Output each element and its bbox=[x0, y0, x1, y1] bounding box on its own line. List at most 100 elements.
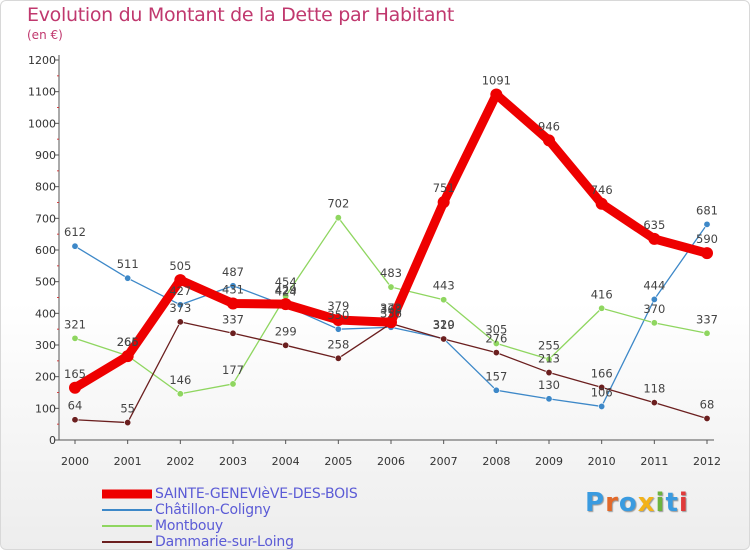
data-label: 368 bbox=[380, 302, 402, 316]
y-tick-label: 500 bbox=[35, 276, 56, 289]
data-label: 443 bbox=[433, 279, 455, 293]
y-tick-label: 100 bbox=[35, 402, 56, 415]
data-point bbox=[229, 329, 237, 337]
data-label: 106 bbox=[591, 385, 613, 399]
data-label: 1091 bbox=[482, 74, 511, 88]
data-point bbox=[229, 380, 237, 388]
data-label: 511 bbox=[117, 257, 139, 271]
data-point bbox=[545, 355, 553, 363]
data-point bbox=[176, 301, 184, 309]
x-tick-label: 2009 bbox=[535, 455, 563, 468]
data-label: 64 bbox=[68, 399, 83, 413]
data-point bbox=[595, 197, 608, 210]
data-label: 166 bbox=[591, 366, 613, 380]
x-tick-label: 2011 bbox=[640, 455, 668, 468]
y-tick-label: 400 bbox=[35, 307, 56, 320]
x-tick-label: 2001 bbox=[114, 455, 142, 468]
logo-letter: i bbox=[655, 488, 666, 518]
data-point bbox=[703, 329, 711, 337]
data-label: 157 bbox=[485, 369, 507, 383]
chart-title: Evolution du Montant de la Dette par Hab… bbox=[27, 4, 455, 26]
data-point bbox=[492, 339, 500, 347]
data-label: 746 bbox=[591, 183, 613, 197]
y-tick-label: 700 bbox=[35, 212, 56, 225]
data-label: 320 bbox=[433, 318, 455, 332]
y-tick-label: 0 bbox=[49, 434, 56, 447]
y-tick-label: 800 bbox=[35, 181, 56, 194]
data-point bbox=[703, 220, 711, 228]
data-point bbox=[334, 354, 342, 362]
y-tick-label: 600 bbox=[35, 244, 56, 257]
x-tick-label: 2008 bbox=[482, 455, 510, 468]
data-point bbox=[545, 369, 553, 377]
legend-item: Châtillon-Coligny bbox=[102, 502, 358, 518]
data-label: 487 bbox=[222, 265, 244, 279]
data-label: 177 bbox=[222, 363, 244, 377]
data-label: 370 bbox=[643, 302, 665, 316]
legend-item: Dammarie-sur-Loing bbox=[102, 534, 358, 550]
logo-letter: t bbox=[665, 488, 679, 518]
data-point bbox=[229, 282, 237, 290]
data-point bbox=[282, 341, 290, 349]
legend: SAINTE-GENEVIèVE-DES-BOIS Châtillon-Coli… bbox=[102, 486, 358, 550]
data-point bbox=[440, 296, 448, 304]
y-tick-label: 1000 bbox=[28, 117, 56, 130]
data-label: 68 bbox=[700, 397, 715, 411]
y-tick-label: 1200 bbox=[28, 54, 56, 67]
data-point bbox=[492, 349, 500, 357]
data-point bbox=[703, 414, 711, 422]
data-point bbox=[176, 318, 184, 326]
y-tick-label: 300 bbox=[35, 339, 56, 352]
data-point bbox=[124, 419, 132, 427]
logo-letter: i bbox=[678, 488, 689, 518]
data-label: 702 bbox=[327, 197, 349, 211]
data-point bbox=[650, 295, 658, 303]
legend-item: Montbouy bbox=[102, 518, 358, 534]
data-point bbox=[650, 319, 658, 327]
data-label: 118 bbox=[643, 382, 665, 396]
data-label: 337 bbox=[696, 312, 718, 326]
data-point bbox=[69, 381, 81, 394]
data-label: 416 bbox=[591, 287, 613, 301]
data-label: 350 bbox=[327, 308, 349, 322]
data-point bbox=[648, 232, 661, 245]
data-label: 946 bbox=[538, 119, 560, 133]
legend-label: Châtillon-Coligny bbox=[155, 502, 271, 518]
data-point bbox=[71, 334, 79, 342]
logo-letter: r bbox=[605, 488, 619, 518]
x-tick-label: 2012 bbox=[693, 455, 721, 468]
x-tick-label: 2002 bbox=[166, 455, 194, 468]
data-point bbox=[543, 134, 555, 147]
data-label: 751 bbox=[433, 181, 455, 195]
data-point bbox=[598, 304, 606, 312]
data-label: 356 bbox=[380, 306, 402, 320]
data-point bbox=[598, 383, 606, 391]
data-label: 321 bbox=[64, 317, 86, 331]
data-label: 265 bbox=[117, 335, 139, 349]
data-label: 612 bbox=[64, 225, 86, 239]
data-label: 146 bbox=[169, 373, 191, 387]
data-point bbox=[387, 283, 395, 291]
data-point bbox=[440, 335, 448, 343]
legend-label: Dammarie-sur-Loing bbox=[155, 534, 294, 550]
series-line-0 bbox=[70, 90, 712, 393]
data-label: 255 bbox=[538, 338, 560, 352]
data-label: 373 bbox=[169, 301, 191, 315]
data-point bbox=[650, 399, 658, 407]
data-label: 379 bbox=[327, 299, 349, 313]
y-tick-label: 1100 bbox=[28, 86, 56, 99]
data-label: 337 bbox=[222, 312, 244, 326]
x-tick-label: 2000 bbox=[61, 455, 89, 468]
data-label: 590 bbox=[696, 232, 718, 246]
data-point bbox=[176, 390, 184, 398]
y-tick-label: 900 bbox=[35, 149, 56, 162]
data-point bbox=[121, 350, 134, 363]
data-point bbox=[227, 297, 239, 310]
logo-letter: x bbox=[637, 488, 656, 518]
data-label: 483 bbox=[380, 266, 402, 280]
data-label: 427 bbox=[169, 284, 191, 298]
data-label: 213 bbox=[538, 352, 560, 366]
data-label: 429 bbox=[275, 283, 297, 297]
data-label: 424 bbox=[275, 285, 297, 299]
